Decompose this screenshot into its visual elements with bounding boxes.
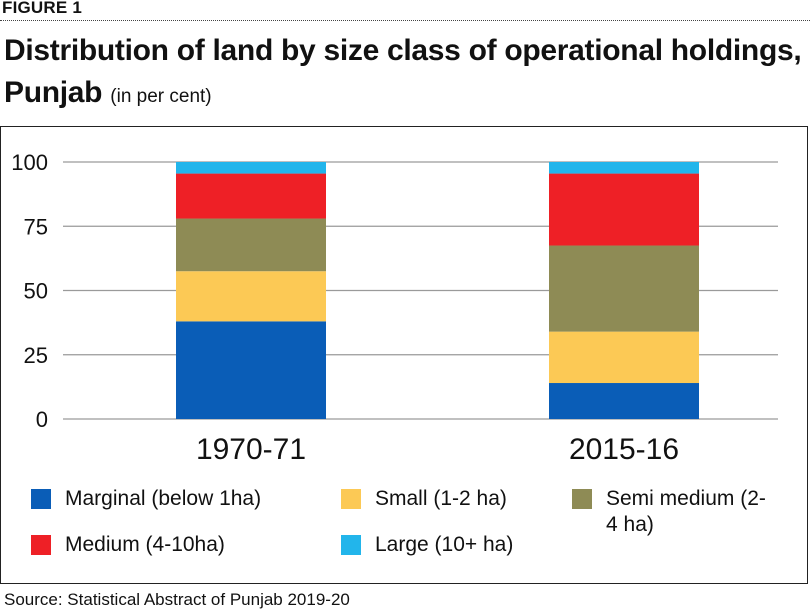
bar-segment-large-1970-71: [176, 162, 326, 174]
legend-item-large: Large (10+ ha): [341, 532, 513, 558]
x-tick-label-1970-71: 1970-71: [196, 433, 306, 466]
y-tick-label-75: 75: [24, 214, 48, 239]
legend-swatch-medium: [31, 535, 51, 555]
legend-item-marginal: Marginal (below 1ha): [31, 486, 261, 512]
legend-swatch-small: [341, 489, 361, 509]
legend-label-large: Large (10+ ha): [375, 533, 514, 556]
legend-item-small: Small (1-2 ha): [341, 486, 507, 512]
y-axis-ticks: 0 25 50 75 100: [11, 150, 48, 432]
title-main: Distribution of land by size class of op…: [4, 34, 802, 109]
bar-segment-small-2015-16: [549, 331, 699, 384]
bar-segment-marginal-1970-71: [176, 321, 326, 419]
legend-swatch-semi-medium: [572, 489, 592, 509]
y-tick-label-100: 100: [11, 150, 48, 175]
y-tick-label-50: 50: [24, 279, 48, 304]
legend-swatch-marginal: [31, 489, 51, 509]
legend-swatch-large: [341, 535, 361, 555]
bar-segment-small-1970-71: [176, 271, 326, 322]
figure-label: FIGURE 1: [2, 0, 83, 17]
bar-segment-semi_medium-1970-71: [176, 218, 326, 272]
bars: [176, 162, 699, 419]
y-tick-label-25: 25: [24, 343, 48, 368]
bar-segment-marginal-2015-16: [549, 383, 699, 419]
dotted-divider: [0, 20, 810, 21]
legend-label-medium: Medium (4-10ha): [65, 533, 225, 556]
legend-item-semi-medium: Semi medium (2-4 ha): [572, 486, 772, 538]
x-axis-ticks: 1970-71 2015-16: [196, 433, 679, 466]
bar-segment-large-2015-16: [549, 162, 699, 174]
title-unit: (in per cent): [110, 86, 212, 107]
x-tick-label-2015-16: 2015-16: [569, 433, 679, 466]
bar-segment-medium-2015-16: [549, 173, 699, 246]
legend-label-small: Small (1-2 ha): [375, 487, 507, 510]
source-note: Source: Statistical Abstract of Punjab 2…: [4, 590, 350, 609]
chart-title: Distribution of land by size class of op…: [4, 30, 804, 118]
y-tick-label-0: 0: [36, 407, 48, 432]
bar-segment-medium-1970-71: [176, 173, 326, 219]
chart-panel: [0, 126, 808, 584]
legend-item-medium: Medium (4-10ha): [31, 532, 225, 558]
bar-segment-semi_medium-2015-16: [549, 245, 699, 332]
legend-label-semi-medium: Semi medium (2-4 ha): [606, 487, 766, 536]
legend-label-marginal: Marginal (below 1ha): [65, 487, 262, 510]
